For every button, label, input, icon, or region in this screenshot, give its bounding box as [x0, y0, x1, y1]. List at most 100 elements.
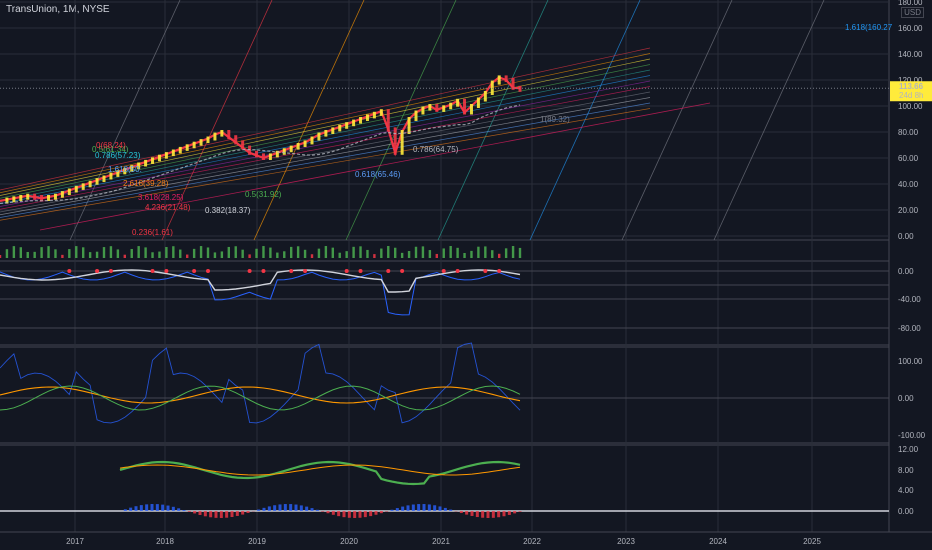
histogram-bar: [109, 246, 113, 258]
time-tick-label: 2022: [523, 537, 541, 546]
candle: [12, 196, 16, 203]
histogram-bar: [54, 249, 57, 258]
price-line: [0, 76, 521, 202]
symbol-name[interactable]: TransUnion: [6, 4, 58, 15]
histogram-bar: [192, 248, 196, 258]
histogram-bar: [234, 246, 237, 258]
macd-histogram-bar: [491, 511, 495, 518]
candle: [227, 130, 231, 140]
histogram-bar: [449, 246, 452, 258]
osc-tick-label: -80.00: [898, 324, 921, 333]
macd-histogram-bar: [449, 509, 453, 511]
pitchfork-median-line: [0, 102, 651, 218]
signal-dot: [261, 269, 266, 273]
histogram-bar: [199, 246, 203, 258]
histogram-bar: [463, 253, 466, 258]
macd-histogram-bar: [411, 504, 415, 511]
candle: [157, 154, 161, 162]
histogram-bar: [5, 249, 9, 258]
histogram-bar: [477, 246, 480, 258]
macd-histogram-bar: [486, 511, 490, 518]
candle: [47, 195, 51, 201]
histogram-bar: [310, 254, 314, 258]
candle: [379, 109, 383, 116]
macd-histogram-bar: [513, 511, 517, 514]
signal-dot: [344, 269, 349, 273]
macd-histogram-bar: [326, 511, 330, 514]
histogram-bar: [123, 254, 126, 258]
candle: [19, 195, 23, 201]
candle: [504, 75, 508, 82]
histogram-bar: [75, 246, 78, 258]
macd-histogram-bar: [278, 504, 282, 511]
macd-histogram-bar: [379, 511, 383, 514]
macd-histogram-bar: [246, 511, 250, 513]
histogram-bar: [491, 250, 494, 258]
candle: [116, 170, 120, 177]
fib-level-label: 1.618(50.: [108, 165, 142, 174]
macd-histogram-bar: [427, 504, 431, 511]
signal-dot: [67, 269, 72, 273]
candle: [407, 117, 411, 134]
price-tick-label: 80.00: [898, 128, 919, 137]
time-tick-label: 2019: [248, 537, 266, 546]
candle: [324, 130, 328, 137]
histogram-bar: [82, 247, 85, 258]
macd-histogram-bar: [193, 511, 197, 514]
pitchfork-median-line: [0, 97, 651, 216]
candle: [476, 97, 480, 108]
macd-histogram-bar: [155, 504, 159, 511]
macd-histogram-bar: [166, 505, 170, 511]
candle: [109, 172, 113, 180]
candle: [359, 117, 363, 124]
histogram-bar: [26, 251, 29, 258]
fib-level-label: 0.5(31.92): [245, 190, 282, 199]
pitchfork-median-line: [0, 108, 651, 221]
histogram-bar: [151, 252, 154, 258]
histogram-bar: [511, 246, 515, 258]
signal-dot: [95, 269, 100, 273]
currency-label[interactable]: USD: [901, 7, 924, 18]
histogram-bar: [414, 246, 418, 258]
macd-histogram-bar: [342, 511, 346, 518]
moving-average-line: [0, 104, 521, 204]
candle: [303, 140, 307, 147]
osc-tick-label: 100.00: [898, 357, 923, 366]
interval[interactable]: 1M: [62, 4, 77, 15]
histogram-bar: [68, 249, 71, 258]
histogram-bar: [40, 247, 43, 258]
histogram-bar: [407, 251, 411, 258]
macd-histogram-bar: [459, 511, 463, 514]
signal-dot: [206, 269, 210, 273]
signal-dot: [497, 269, 502, 273]
candle: [234, 135, 238, 145]
histogram-bar: [19, 247, 22, 258]
macd-histogram-bar: [347, 511, 351, 518]
fib-level-label: 2.618(39.28): [123, 179, 169, 188]
candle: [442, 105, 446, 112]
osc-tick-label: -100.00: [898, 431, 926, 440]
candle: [421, 106, 425, 115]
macd-histogram-bar: [294, 504, 298, 511]
candle: [81, 183, 85, 190]
macd-histogram-bar: [507, 511, 511, 515]
candle: [74, 185, 78, 193]
macd-tick-label: 8.00: [898, 466, 914, 475]
candle: [331, 127, 335, 134]
histogram-bar: [456, 247, 459, 258]
histogram-bar: [428, 250, 432, 258]
macd-histogram-bar: [465, 511, 469, 515]
candle: [151, 157, 155, 164]
fib-level-label: 0.786(57.23): [95, 151, 141, 160]
macd-histogram-bar: [161, 504, 165, 511]
candle: [102, 175, 106, 183]
pitchfork-median-line: [0, 58, 651, 196]
signal-dot: [386, 269, 391, 273]
histogram-bar: [137, 246, 140, 258]
fib-level-label: 0.382(18.37): [205, 206, 251, 215]
histogram-bar: [373, 254, 376, 258]
histogram-bar: [359, 246, 362, 258]
macd-histogram-bar: [305, 506, 309, 511]
candle: [414, 110, 418, 121]
